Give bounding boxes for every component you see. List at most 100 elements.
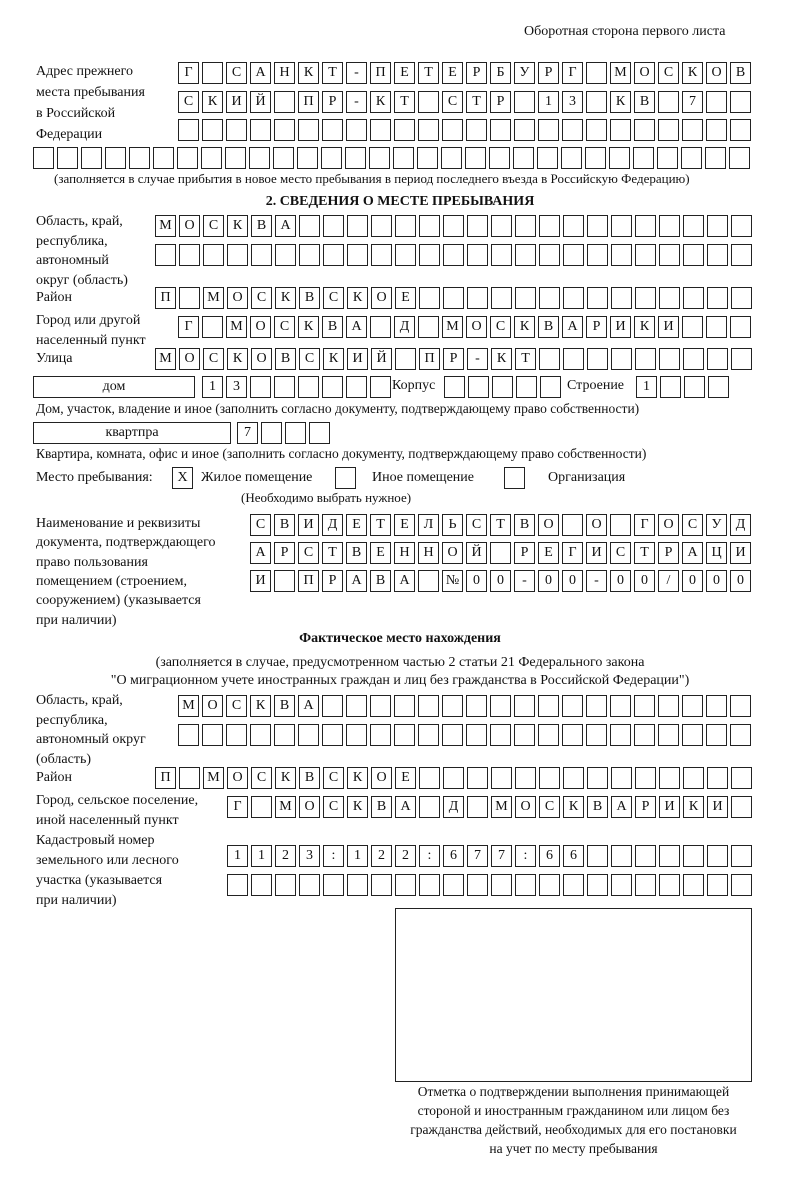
char-cell[interactable]	[442, 695, 463, 717]
char-cell[interactable]: О	[515, 796, 536, 818]
char-cell[interactable]	[731, 287, 752, 309]
char-cell[interactable]	[658, 695, 679, 717]
char-cell[interactable]	[442, 724, 463, 746]
char-cell[interactable]	[659, 348, 680, 370]
char-cell[interactable]: О	[179, 348, 200, 370]
char-cell[interactable]	[299, 244, 320, 266]
house-number-cell[interactable]	[322, 376, 343, 398]
char-cell[interactable]	[250, 724, 271, 746]
char-cell[interactable]: Т	[322, 62, 343, 84]
structure-cell[interactable]	[660, 376, 681, 398]
char-cell[interactable]: -	[346, 91, 367, 113]
document-cell[interactable]: Л	[418, 514, 439, 536]
char-cell[interactable]: А	[562, 316, 583, 338]
cadastre-cell[interactable]: 2	[395, 845, 416, 867]
document-cell[interactable]: А	[394, 570, 415, 592]
char-cell[interactable]: К	[683, 796, 704, 818]
char-cell[interactable]	[225, 147, 246, 169]
document-cell[interactable]	[274, 570, 295, 592]
cadastre-cell[interactable]: 2	[275, 845, 296, 867]
char-cell[interactable]	[635, 767, 656, 789]
char-cell[interactable]: К	[563, 796, 584, 818]
char-cell[interactable]: О	[179, 215, 200, 237]
char-cell[interactable]: И	[226, 91, 247, 113]
structure-cell[interactable]	[684, 376, 705, 398]
char-cell[interactable]	[586, 695, 607, 717]
char-cell[interactable]	[371, 215, 392, 237]
char-cell[interactable]	[683, 215, 704, 237]
char-cell[interactable]	[33, 147, 54, 169]
char-cell[interactable]	[467, 796, 488, 818]
document-cell[interactable]: 0	[538, 570, 559, 592]
document-cell[interactable]	[490, 542, 511, 564]
char-cell[interactable]	[706, 724, 727, 746]
document-cell[interactable]: И	[250, 570, 271, 592]
char-cell[interactable]	[323, 244, 344, 266]
char-cell[interactable]	[395, 244, 416, 266]
char-cell[interactable]	[466, 695, 487, 717]
char-cell[interactable]	[514, 119, 535, 141]
char-cell[interactable]	[731, 215, 752, 237]
document-cell[interactable]: Д	[730, 514, 751, 536]
char-cell[interactable]	[707, 348, 728, 370]
char-cell[interactable]: М	[155, 348, 176, 370]
char-cell[interactable]	[633, 147, 654, 169]
char-cell[interactable]	[683, 287, 704, 309]
cadastre-cell[interactable]	[611, 845, 632, 867]
char-cell[interactable]: А	[611, 796, 632, 818]
cadastre-cell[interactable]	[443, 874, 464, 896]
char-cell[interactable]	[490, 724, 511, 746]
char-cell[interactable]	[297, 147, 318, 169]
char-cell[interactable]	[562, 695, 583, 717]
char-cell[interactable]	[155, 244, 176, 266]
char-cell[interactable]: М	[203, 287, 224, 309]
char-cell[interactable]	[467, 215, 488, 237]
char-cell[interactable]: С	[251, 767, 272, 789]
building-cell[interactable]	[540, 376, 561, 398]
char-cell[interactable]	[635, 215, 656, 237]
char-cell[interactable]	[538, 695, 559, 717]
char-cell[interactable]	[538, 119, 559, 141]
cadastre-cell[interactable]	[347, 874, 368, 896]
document-cell[interactable]: -	[514, 570, 535, 592]
char-cell[interactable]: В	[587, 796, 608, 818]
char-cell[interactable]: О	[466, 316, 487, 338]
char-cell[interactable]	[515, 244, 536, 266]
char-cell[interactable]: О	[371, 767, 392, 789]
char-cell[interactable]	[539, 244, 560, 266]
char-cell[interactable]	[393, 147, 414, 169]
char-cell[interactable]	[419, 796, 440, 818]
document-cell[interactable]: Н	[394, 542, 415, 564]
char-cell[interactable]: С	[539, 796, 560, 818]
char-cell[interactable]: Р	[538, 62, 559, 84]
char-cell[interactable]	[634, 119, 655, 141]
char-cell[interactable]	[491, 244, 512, 266]
char-cell[interactable]: С	[442, 91, 463, 113]
document-cell[interactable]: Т	[322, 542, 343, 564]
apartment-number-cell[interactable]	[285, 422, 306, 444]
char-cell[interactable]	[587, 287, 608, 309]
char-cell[interactable]: Е	[394, 62, 415, 84]
char-cell[interactable]: О	[250, 316, 271, 338]
document-cell[interactable]: 0	[610, 570, 631, 592]
char-cell[interactable]: Р	[322, 91, 343, 113]
char-cell[interactable]: В	[634, 91, 655, 113]
char-cell[interactable]	[202, 62, 223, 84]
document-cell[interactable]: С	[250, 514, 271, 536]
cadastre-cell[interactable]	[587, 874, 608, 896]
char-cell[interactable]	[394, 724, 415, 746]
char-cell[interactable]: К	[202, 91, 223, 113]
cadastre-cell[interactable]	[587, 845, 608, 867]
cadastre-cell[interactable]: 2	[371, 845, 392, 867]
char-cell[interactable]: В	[371, 796, 392, 818]
char-cell[interactable]	[490, 119, 511, 141]
char-cell[interactable]	[563, 244, 584, 266]
char-cell[interactable]	[586, 62, 607, 84]
char-cell[interactable]: И	[707, 796, 728, 818]
char-cell[interactable]: Е	[395, 287, 416, 309]
char-cell[interactable]	[635, 287, 656, 309]
stay-option-checkbox[interactable]	[504, 467, 525, 489]
document-cell[interactable]: О	[538, 514, 559, 536]
document-cell[interactable]: А	[682, 542, 703, 564]
document-cell[interactable]: Е	[346, 514, 367, 536]
